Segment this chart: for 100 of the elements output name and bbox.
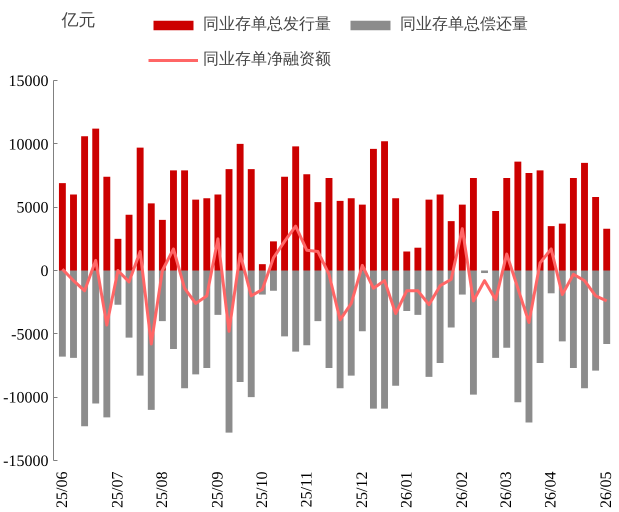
bar <box>70 270 77 358</box>
bar <box>370 270 377 409</box>
bar <box>103 176 110 270</box>
bar <box>292 146 300 270</box>
x-tick-label: 25/08 <box>154 471 171 508</box>
bar <box>470 270 477 395</box>
bar <box>214 270 222 315</box>
bar <box>136 148 144 270</box>
bar <box>292 270 300 352</box>
bar <box>570 178 577 270</box>
bar <box>114 238 122 270</box>
x-tick-label: 26/05 <box>598 471 616 508</box>
bar <box>526 270 532 422</box>
bar <box>314 202 322 270</box>
bar <box>514 162 522 270</box>
bar <box>148 203 155 270</box>
x-tick-label: 26/02 <box>454 471 471 508</box>
bar <box>336 270 344 388</box>
bar <box>492 210 500 270</box>
bar <box>181 170 188 270</box>
legend-label: 同业存单总偿还量 <box>400 14 528 35</box>
y-axis-title: 亿元 <box>60 10 96 30</box>
bar <box>192 270 200 374</box>
bar <box>426 270 432 377</box>
bar <box>170 270 177 350</box>
x-tick-label: 25/12 <box>354 471 371 508</box>
bar <box>581 162 588 270</box>
bar <box>526 172 532 270</box>
x-tick-label: 25/10 <box>254 471 271 508</box>
bar <box>236 270 244 382</box>
bar <box>358 270 366 332</box>
bar <box>281 270 288 336</box>
bar <box>358 204 366 270</box>
bar <box>81 270 88 426</box>
bar <box>248 169 255 270</box>
x-tick-label: 26/01 <box>398 471 416 508</box>
bar <box>314 270 322 322</box>
bar <box>281 176 288 270</box>
y-tick-label: 0 <box>40 263 48 280</box>
bar <box>426 200 432 270</box>
bar <box>70 194 77 270</box>
bar <box>503 270 510 348</box>
bar <box>436 194 444 270</box>
bar <box>326 178 332 270</box>
bar <box>603 228 610 270</box>
bar <box>203 198 210 270</box>
legend-label: 同业存单总发行量 <box>203 14 331 35</box>
bar <box>392 198 400 270</box>
bar <box>58 183 66 270</box>
bar <box>581 270 588 388</box>
bar <box>414 248 422 270</box>
bar <box>303 174 310 270</box>
bar <box>570 270 577 368</box>
bar <box>381 141 388 270</box>
bar <box>514 270 522 402</box>
bar <box>414 270 422 315</box>
bar <box>403 252 410 270</box>
bar <box>136 270 144 376</box>
y-tick-label: 5000 <box>16 200 48 217</box>
bar <box>158 220 166 270</box>
bar <box>481 270 488 274</box>
bar <box>348 198 355 270</box>
bar <box>336 200 344 270</box>
bar <box>536 270 544 363</box>
bar <box>370 148 377 270</box>
bar <box>603 270 610 344</box>
bar <box>558 224 566 270</box>
bar <box>381 270 388 409</box>
y-tick-label: -10000 <box>3 390 48 407</box>
bar <box>458 270 466 295</box>
bar <box>192 200 200 270</box>
bar <box>326 270 332 368</box>
bar <box>592 197 600 270</box>
x-tick-label: 26/04 <box>542 471 560 508</box>
bar <box>536 170 544 270</box>
bar <box>181 270 188 388</box>
bar <box>436 270 444 363</box>
bar <box>392 270 400 386</box>
bar <box>258 264 266 270</box>
bar <box>236 144 244 270</box>
x-tick-label: 26/03 <box>498 471 516 508</box>
x-tick-label: 25/07 <box>109 471 126 508</box>
bar <box>303 270 310 346</box>
bar <box>81 136 88 270</box>
bar <box>270 270 277 291</box>
bar <box>126 214 132 270</box>
bar <box>470 178 477 270</box>
line-series <box>60 224 608 346</box>
bar <box>126 270 132 338</box>
x-tick-label: 25/06 <box>54 471 71 508</box>
bar <box>92 270 100 404</box>
bar <box>170 170 177 270</box>
x-tick-label: 25/09 <box>209 471 226 508</box>
bar <box>103 270 110 418</box>
y-tick-label: 15000 <box>8 73 48 90</box>
bar <box>226 169 232 270</box>
y-tick-label: -5000 <box>11 326 48 344</box>
legend-label: 同业存单净融资额 <box>203 49 331 70</box>
x-tick-label: 25/11 <box>298 471 316 508</box>
y-tick-label: 10000 <box>8 136 48 154</box>
